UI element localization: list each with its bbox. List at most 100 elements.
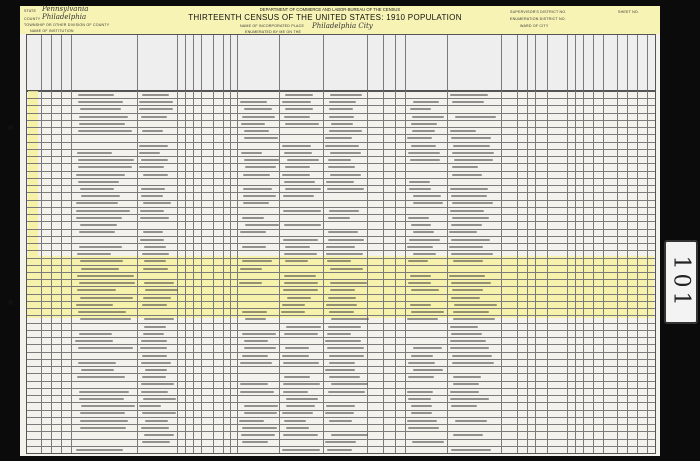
handwritten-entry bbox=[325, 303, 357, 306]
handwritten-entry bbox=[140, 216, 169, 219]
handwritten-entry bbox=[78, 245, 123, 248]
handwritten-entry bbox=[285, 245, 311, 248]
handwritten-entry bbox=[139, 405, 161, 408]
column-rule bbox=[603, 35, 604, 91]
handwritten-entry bbox=[450, 130, 476, 133]
handwritten-entry bbox=[409, 108, 431, 111]
department-heading: DEPARTMENT OF COMMERCE AND LABOR-BUREAU … bbox=[259, 7, 401, 12]
handwritten-entry bbox=[410, 122, 437, 125]
row-rule bbox=[27, 170, 655, 172]
column-rule bbox=[627, 35, 628, 91]
handwritten-entry bbox=[242, 311, 267, 314]
handwritten-entry bbox=[327, 296, 356, 299]
handwritten-entry bbox=[450, 296, 481, 299]
handwritten-entry bbox=[141, 303, 167, 306]
row-rule bbox=[27, 221, 655, 222]
handwritten-entry bbox=[329, 289, 355, 292]
row-rule bbox=[27, 112, 655, 114]
handwritten-entry bbox=[80, 318, 131, 321]
handwritten-entry bbox=[330, 267, 363, 270]
handwritten-entry bbox=[452, 101, 484, 104]
handwritten-entry bbox=[75, 209, 130, 212]
handwritten-entry bbox=[244, 340, 269, 343]
handwritten-entry bbox=[239, 390, 274, 393]
handwritten-entry bbox=[80, 369, 115, 372]
row-rule bbox=[27, 409, 655, 411]
handwritten-entry bbox=[328, 108, 354, 111]
row-rule bbox=[27, 308, 655, 310]
handwritten-entry bbox=[452, 311, 489, 314]
handwritten-entry bbox=[411, 144, 437, 147]
handwritten-entry bbox=[327, 188, 365, 191]
handwritten-entry bbox=[285, 325, 321, 328]
place-label: Name of incorporated place bbox=[240, 24, 305, 28]
column-rule bbox=[230, 35, 231, 91]
handwritten-entry bbox=[281, 144, 312, 147]
column-rule bbox=[567, 35, 568, 91]
handwritten-entry bbox=[79, 390, 130, 393]
handwritten-entry bbox=[453, 144, 491, 147]
sheet-number-stamp: 101 bbox=[664, 240, 698, 324]
handwritten-entry bbox=[140, 195, 164, 198]
handwritten-entry bbox=[329, 419, 352, 422]
handwritten-entry bbox=[80, 412, 125, 415]
handwritten-entry bbox=[78, 311, 127, 314]
handwritten-entry bbox=[282, 238, 318, 241]
enumeration-district-label: Enumeration District No. bbox=[510, 17, 566, 21]
row-rule bbox=[27, 185, 655, 186]
handwritten-entry bbox=[284, 108, 314, 111]
handwritten-entry bbox=[143, 173, 168, 176]
handwritten-entry bbox=[453, 159, 494, 162]
handwritten-entry bbox=[239, 101, 268, 104]
handwritten-entry bbox=[325, 369, 355, 372]
handwritten-entry bbox=[330, 318, 369, 321]
row-rule bbox=[27, 119, 655, 121]
handwritten-entry bbox=[244, 224, 279, 227]
handwritten-entry bbox=[144, 289, 178, 292]
handwritten-entry bbox=[329, 282, 368, 285]
row-rule bbox=[27, 380, 655, 382]
column-rule bbox=[185, 35, 186, 91]
handwritten-entry bbox=[139, 108, 173, 111]
handwritten-entry bbox=[139, 151, 161, 154]
handwritten-entry bbox=[78, 180, 119, 183]
handwritten-entry bbox=[451, 151, 494, 154]
handwritten-entry bbox=[239, 361, 273, 364]
row-rule bbox=[27, 329, 655, 331]
handwritten-entry bbox=[77, 130, 132, 133]
handwritten-entry bbox=[243, 347, 277, 350]
handwritten-entry bbox=[139, 238, 165, 241]
handwritten-entry bbox=[239, 282, 262, 285]
handwritten-entry bbox=[282, 173, 310, 176]
row-rule bbox=[27, 243, 655, 244]
handwritten-entry bbox=[242, 202, 270, 205]
handwritten-entry bbox=[75, 202, 119, 205]
column-rule bbox=[177, 35, 178, 91]
handwritten-entry bbox=[142, 397, 177, 400]
handwritten-entry bbox=[77, 159, 134, 162]
handwritten-entry bbox=[450, 448, 491, 451]
handwritten-entry bbox=[77, 289, 117, 292]
handwritten-entry bbox=[243, 188, 272, 191]
handwritten-entry bbox=[410, 224, 432, 227]
column-rule bbox=[213, 35, 214, 91]
row-rule bbox=[27, 300, 655, 302]
handwritten-entry bbox=[142, 332, 165, 335]
handwritten-entry bbox=[451, 253, 494, 256]
row-rule bbox=[27, 279, 655, 280]
handwritten-entry bbox=[79, 296, 133, 299]
handwritten-entry bbox=[284, 93, 314, 96]
handwritten-entry bbox=[409, 238, 440, 241]
handwritten-entry bbox=[282, 383, 321, 386]
handwritten-entry bbox=[242, 354, 268, 357]
row-rule bbox=[27, 192, 655, 193]
row-rule bbox=[27, 214, 655, 215]
handwritten-entry bbox=[449, 397, 489, 400]
row-rule bbox=[27, 373, 655, 374]
handwritten-entry bbox=[407, 419, 437, 422]
row-rule bbox=[27, 199, 655, 201]
handwritten-entry bbox=[330, 122, 353, 125]
column-rule bbox=[547, 35, 548, 91]
handwritten-entry bbox=[80, 426, 127, 429]
column-rule bbox=[637, 35, 638, 91]
